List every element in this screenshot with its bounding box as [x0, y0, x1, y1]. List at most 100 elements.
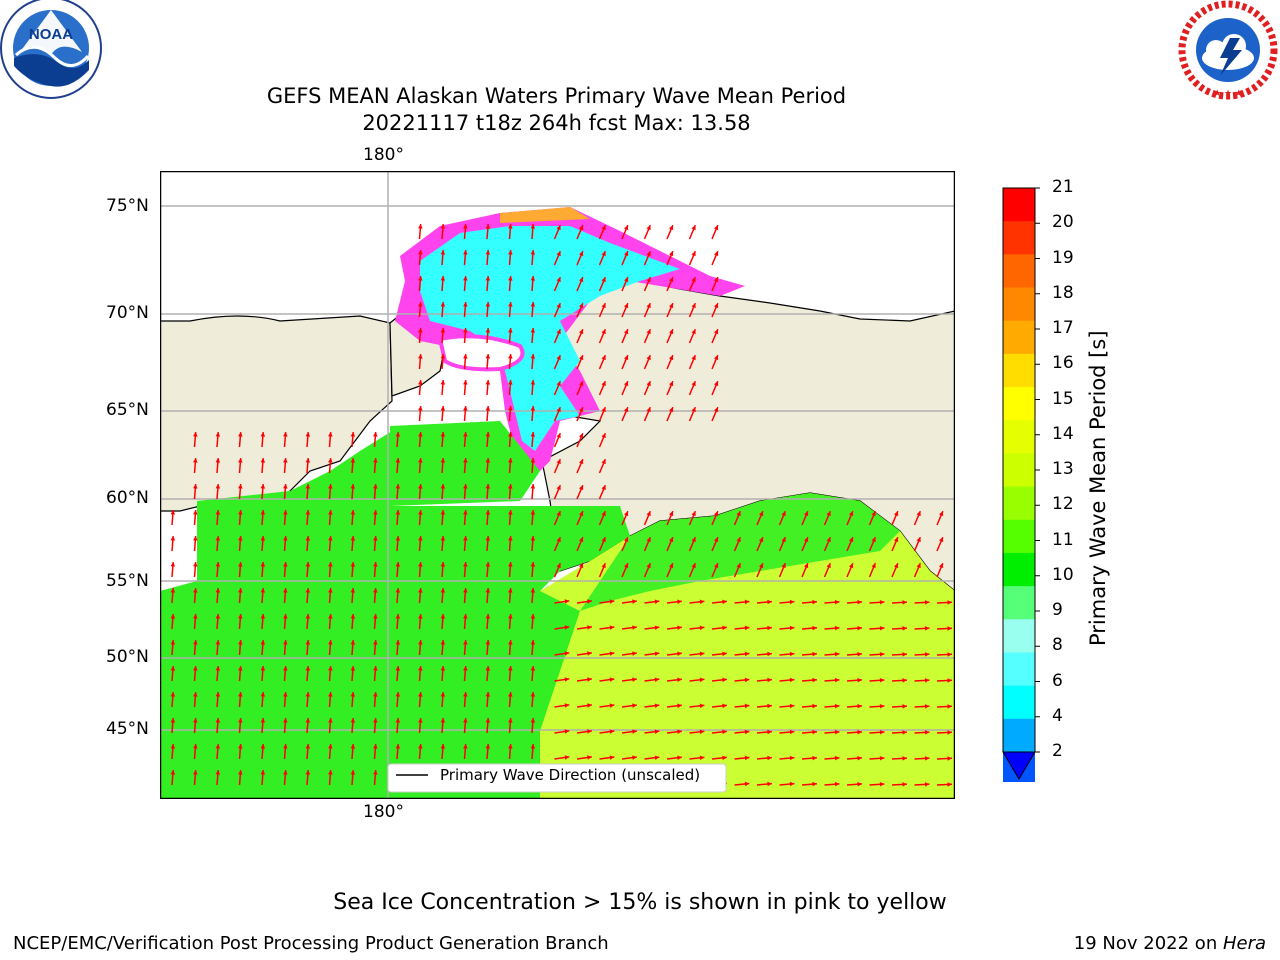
wave-arrow-head — [857, 651, 862, 657]
wave-arrow-head — [215, 458, 221, 463]
wave-arrow-head — [463, 692, 468, 697]
wave-arrow-head — [646, 407, 651, 413]
colorbar-segment — [1003, 519, 1035, 554]
wave-arrow-head — [238, 458, 243, 463]
wave-arrow-head — [350, 432, 356, 437]
wave-arrow-head — [170, 536, 176, 541]
wave-arrow-head — [305, 666, 311, 671]
wave-arrow-head — [485, 302, 491, 307]
wave-arrow-head — [902, 678, 907, 683]
wave-arrow-head — [714, 563, 719, 569]
wave-arrow-head — [632, 651, 637, 656]
wave-arrow-head — [624, 355, 629, 361]
wave-arrow-head — [238, 666, 243, 671]
wave-arrow-head — [170, 510, 176, 515]
wave-arrow-head — [564, 703, 570, 708]
wave-arrow-head — [485, 588, 491, 593]
colorbar-segment — [1003, 685, 1035, 720]
wave-arrow-head — [485, 718, 491, 723]
colorbar-tick-label: 20 — [1052, 212, 1074, 233]
wave-arrow-head — [609, 755, 615, 760]
wave-arrow-head — [587, 703, 592, 708]
wave-arrow-head — [654, 755, 660, 760]
wave-arrow-head — [579, 433, 584, 439]
wave-arrow-head — [508, 692, 513, 697]
wave-arrow-head — [170, 588, 176, 593]
wave-arrow-head — [857, 781, 862, 787]
wave-arrow-head — [485, 406, 491, 411]
wave-arrow-head — [283, 588, 288, 593]
wave-arrow-head — [170, 770, 176, 775]
wave-arrow-head — [418, 666, 423, 671]
graticule — [160, 171, 955, 799]
wave-arrow-head — [215, 562, 221, 567]
wave-arrow-head — [170, 614, 176, 619]
wave-arrow-head — [677, 755, 682, 761]
wave-arrow-head — [193, 692, 198, 697]
colorbar-segment — [1003, 453, 1035, 488]
wave-arrow-head — [744, 703, 750, 709]
wave-arrow-head — [632, 729, 637, 734]
wave-arrow-head — [283, 718, 288, 723]
wave-arrow-head — [485, 744, 491, 749]
wave-arrow-head — [350, 718, 356, 723]
wave-arrow-head — [440, 692, 446, 697]
wave-arrow-head — [463, 328, 468, 333]
wave-arrow-head — [849, 511, 854, 517]
lat-label-70: 70°N — [106, 303, 149, 323]
wave-arrow-head — [834, 755, 840, 761]
wave-arrow-head — [418, 562, 423, 567]
wave-arrow-head — [924, 704, 930, 709]
wave-arrow-head — [669, 277, 674, 283]
wave-arrow-head — [283, 510, 288, 515]
wave-arrow-head — [632, 677, 637, 682]
wave-arrow-head — [305, 718, 311, 723]
wave-arrow-head — [260, 770, 266, 775]
wave-arrow-head — [418, 250, 423, 255]
wave-arrow-head — [260, 458, 266, 463]
wave-arrow-head — [714, 251, 719, 257]
wave-arrow-head — [849, 537, 854, 543]
wave-arrow-head — [587, 651, 592, 656]
wave-arrow-head — [463, 536, 468, 541]
wave-arrow-head — [463, 588, 468, 593]
wave-arrow-head — [556, 251, 561, 257]
wave-arrow-head — [283, 770, 288, 775]
wave-arrow-head — [373, 718, 378, 723]
wave-arrow-head — [947, 626, 952, 631]
wave-arrow-head — [328, 614, 333, 619]
wave-arrow-head — [924, 652, 930, 657]
wave-arrow-head — [193, 770, 198, 775]
wave-arrow-head — [556, 563, 561, 569]
wave-arrow-head — [579, 537, 584, 543]
wave-arrow-head — [508, 224, 513, 229]
colorbar-tick-label: 9 — [1052, 600, 1063, 620]
wave-arrow-head — [283, 484, 288, 489]
wave-arrow-head — [654, 703, 660, 708]
wave-arrow-head — [170, 640, 176, 645]
wave-arrow-head — [767, 703, 772, 709]
wave-arrow-head — [947, 782, 952, 787]
wave-arrow-head — [947, 652, 952, 657]
wave-arrow-head — [564, 599, 570, 604]
wave-arrow-head — [463, 666, 468, 671]
wave-arrow-head — [508, 666, 513, 671]
wave-arrow-head — [556, 303, 561, 309]
wave-arrow-head — [857, 755, 862, 761]
colorbar — [1002, 187, 1040, 782]
wave-arrow-head — [373, 458, 378, 463]
wave-arrow-head — [781, 563, 786, 569]
colorbar-segment — [1003, 221, 1035, 255]
wave-arrow-head — [193, 614, 198, 619]
wave-arrow-head — [373, 484, 378, 489]
wave-arrow-head — [624, 407, 629, 413]
wave-arrow-head — [714, 303, 719, 309]
chart-title-line2: 20221117 t18z 264h fcst Max: 13.58 — [362, 111, 751, 135]
wave-arrow-head — [601, 459, 606, 465]
wave-arrow-head — [440, 718, 446, 723]
wave-arrow-head — [857, 599, 862, 605]
wave-arrow-head — [677, 651, 682, 657]
wave-arrow-head — [579, 381, 584, 387]
wave-arrow-head — [871, 537, 876, 543]
wave-arrow-head — [238, 640, 243, 645]
